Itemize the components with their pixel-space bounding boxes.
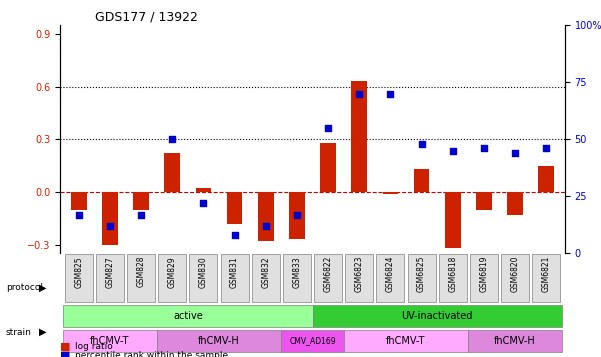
Text: log ratio: log ratio	[75, 342, 113, 351]
Point	[355, 91, 364, 96]
Point	[416, 141, 426, 147]
FancyBboxPatch shape	[470, 255, 498, 302]
Text: strain: strain	[6, 327, 32, 337]
Text: GSM828: GSM828	[136, 256, 145, 287]
FancyBboxPatch shape	[345, 255, 373, 302]
Text: GSM829: GSM829	[168, 256, 177, 288]
FancyBboxPatch shape	[376, 255, 404, 302]
FancyBboxPatch shape	[468, 330, 562, 352]
Text: GSM825: GSM825	[75, 256, 84, 288]
Text: GSM832: GSM832	[261, 256, 270, 288]
Bar	[445, 192, 460, 248]
FancyBboxPatch shape	[221, 255, 249, 302]
Point	[292, 212, 302, 217]
Bar	[165, 153, 180, 192]
Text: GSM6820: GSM6820	[511, 256, 520, 292]
Text: ■: ■	[60, 341, 70, 351]
Text: GDS177 / 13922: GDS177 / 13922	[96, 11, 198, 24]
Text: protocol: protocol	[6, 283, 43, 292]
Text: GSM6823: GSM6823	[355, 256, 364, 292]
Bar	[352, 81, 367, 192]
Text: fhCMV-H: fhCMV-H	[198, 336, 240, 346]
Point	[168, 136, 177, 142]
Bar	[476, 192, 492, 210]
Bar	[320, 143, 336, 192]
Point	[136, 212, 146, 217]
FancyBboxPatch shape	[532, 255, 560, 302]
Text: fhCMV-T: fhCMV-T	[90, 336, 130, 346]
Point	[230, 232, 239, 238]
Bar	[538, 166, 554, 192]
Text: GSM830: GSM830	[199, 256, 208, 288]
FancyBboxPatch shape	[189, 255, 218, 302]
Text: GSM6819: GSM6819	[480, 256, 489, 292]
Point	[448, 148, 457, 154]
Bar	[258, 192, 273, 241]
FancyBboxPatch shape	[313, 305, 562, 327]
Bar	[133, 192, 149, 210]
Bar	[507, 192, 523, 215]
Text: ▶: ▶	[39, 327, 46, 337]
Text: GSM6825: GSM6825	[417, 256, 426, 292]
Text: GSM6824: GSM6824	[386, 256, 395, 292]
FancyBboxPatch shape	[158, 255, 186, 302]
FancyBboxPatch shape	[344, 330, 468, 352]
Text: GSM6821: GSM6821	[542, 256, 551, 292]
Text: GSM833: GSM833	[293, 256, 302, 288]
Text: active: active	[173, 311, 203, 321]
Bar	[196, 188, 211, 192]
Point	[542, 146, 551, 151]
FancyBboxPatch shape	[63, 330, 157, 352]
FancyBboxPatch shape	[407, 255, 436, 302]
FancyBboxPatch shape	[252, 255, 280, 302]
FancyBboxPatch shape	[96, 255, 124, 302]
Bar	[227, 192, 242, 223]
FancyBboxPatch shape	[65, 255, 93, 302]
FancyBboxPatch shape	[127, 255, 155, 302]
Text: fhCMV-T: fhCMV-T	[386, 336, 426, 346]
Text: fhCMV-H: fhCMV-H	[494, 336, 536, 346]
FancyBboxPatch shape	[157, 330, 281, 352]
Point	[479, 146, 489, 151]
Bar	[414, 169, 429, 192]
Text: GSM827: GSM827	[105, 256, 114, 288]
Text: percentile rank within the sample: percentile rank within the sample	[75, 351, 228, 357]
Text: GSM6818: GSM6818	[448, 256, 457, 292]
FancyBboxPatch shape	[283, 255, 311, 302]
Bar	[102, 192, 118, 245]
Text: UV-inactivated: UV-inactivated	[401, 311, 473, 321]
Text: ▶: ▶	[39, 282, 46, 292]
Bar	[289, 192, 305, 240]
Point	[199, 200, 209, 206]
FancyBboxPatch shape	[63, 305, 313, 327]
Point	[510, 150, 520, 156]
FancyBboxPatch shape	[439, 255, 467, 302]
FancyBboxPatch shape	[501, 255, 529, 302]
Text: CMV_AD169: CMV_AD169	[289, 336, 336, 346]
Point	[74, 212, 84, 217]
FancyBboxPatch shape	[281, 330, 344, 352]
FancyBboxPatch shape	[314, 255, 342, 302]
Point	[261, 223, 270, 229]
Text: GSM831: GSM831	[230, 256, 239, 288]
Text: GSM6822: GSM6822	[323, 256, 332, 292]
Bar	[383, 192, 398, 194]
Point	[386, 91, 395, 96]
Point	[323, 125, 333, 131]
Text: ■: ■	[60, 350, 70, 357]
Bar	[71, 192, 87, 210]
Point	[105, 223, 115, 229]
